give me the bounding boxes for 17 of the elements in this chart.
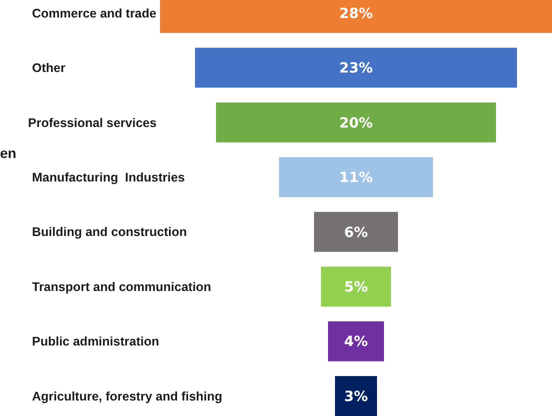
data-label: 28% [339, 6, 373, 22]
category-label: Other [32, 61, 66, 76]
data-label: 4% [344, 334, 368, 350]
category-label: Transport and communication [32, 280, 212, 294]
data-label: 20% [339, 115, 373, 132]
data-label: 3% [344, 388, 368, 405]
category-label: Agriculture, forestry and fishing [32, 389, 222, 404]
category-label: Manufacturing Industries [32, 170, 185, 185]
category-label: Professional services [28, 116, 157, 130]
category-label: Public administration [32, 334, 160, 349]
text: en [0, 145, 16, 161]
data-label: 5% [344, 279, 368, 296]
data-label: 23% [339, 60, 373, 77]
data-label: 6% [344, 224, 368, 241]
data-label: 11% [339, 170, 373, 186]
category-label: Commerce and trade [32, 6, 156, 20]
category-label: Building and construction [32, 225, 187, 240]
